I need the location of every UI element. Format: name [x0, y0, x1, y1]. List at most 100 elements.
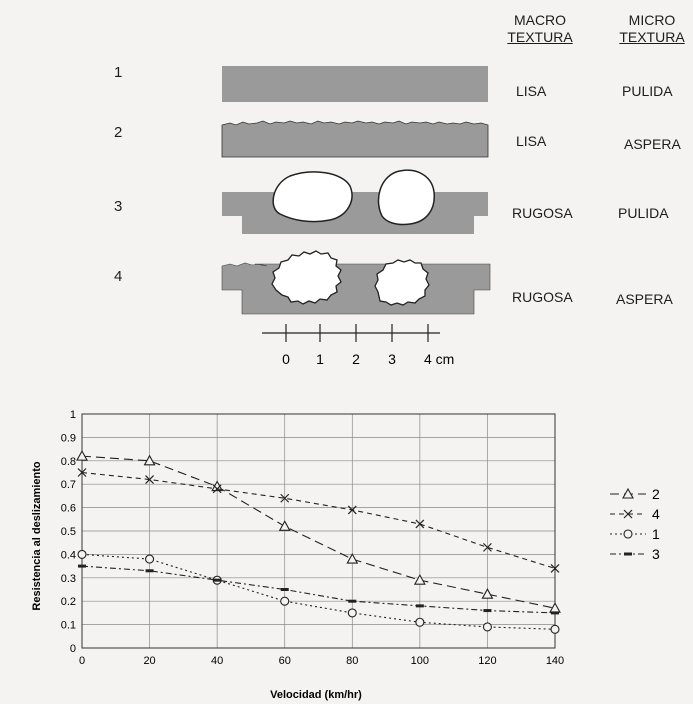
chart-series [76, 449, 561, 634]
series-2-point-6 [481, 588, 494, 599]
row-2-macro: LISA [516, 133, 547, 149]
y-tick-label-0: 0 [70, 643, 76, 655]
scale-label-2: 2 [352, 351, 360, 367]
series-4-point-7 [550, 564, 560, 573]
series-4-point-0 [77, 468, 87, 477]
plot-border [81, 413, 556, 649]
series-4 [77, 468, 560, 573]
y-tick-labels: 0 0.1 0.2 0.3 0.4 0.5 0.6 0.7 0.8 0.9 1 [61, 409, 76, 655]
scale-label-3: 3 [388, 351, 396, 367]
scale-label-4cm: 4 cm [424, 351, 454, 367]
series-3-point-0 [78, 564, 86, 568]
y-tick-label-10: 1 [70, 409, 76, 421]
series-3-point-5 [415, 604, 424, 608]
scale-label-0: 0 [282, 351, 290, 367]
x-tick-label-0: 0 [79, 655, 85, 667]
y-axis-label: Resistencia al deslizamiento [31, 461, 43, 610]
y-tick-label-2: 0.2 [61, 596, 76, 608]
legend-label-1: 1 [652, 526, 660, 542]
series-4-point-5 [415, 519, 425, 529]
x-tick-label-1: 20 [143, 655, 155, 667]
row-number-1: 1 [114, 64, 123, 81]
series-3 [78, 564, 559, 615]
texture-4-aggregate-right [374, 259, 430, 306]
micro-header-line2: TEXTURA [619, 29, 685, 45]
legend-item-2: 2 [610, 486, 660, 502]
series-2-point-5 [413, 574, 426, 585]
series-1-point-3 [280, 596, 290, 606]
x-tick-label-4: 80 [346, 655, 358, 667]
legend-label-2: 2 [652, 486, 660, 502]
legend-marker-1 [623, 529, 633, 539]
legend-item-3: 3 [610, 546, 660, 562]
series-1-line [81, 553, 556, 630]
series-1-point-4 [347, 608, 357, 618]
series-1-point-0 [77, 549, 87, 559]
legend-label-4: 4 [652, 506, 660, 522]
series-4-point-6 [483, 542, 492, 552]
legend-marker-4 [623, 509, 633, 519]
scale-label-1: 1 [316, 351, 324, 367]
series-1-point-5 [415, 617, 425, 627]
y-tick-label-8: 0.8 [61, 456, 76, 468]
x-tick-label-6: 120 [478, 655, 496, 667]
legend-marker-2 [622, 487, 634, 499]
series-4-point-4 [347, 505, 357, 515]
row-number-4: 4 [114, 268, 123, 285]
texture-3-aggregate-right [377, 169, 435, 226]
series-1-point-1 [145, 554, 155, 564]
chart-grid [81, 413, 556, 649]
micro-header-line1: MICRO [628, 12, 676, 28]
y-tick-label-3: 0.3 [61, 573, 76, 585]
series-3-point-3 [280, 588, 289, 591]
micro-texture-header: MICRO TEXTURA [612, 12, 692, 46]
series-4-point-3 [280, 493, 290, 503]
row-1-macro: LISA [516, 83, 547, 99]
texture-1-smooth-surface [222, 66, 488, 102]
legend-item-1: 1 [610, 526, 660, 542]
macro-header-line2: TEXTURA [507, 29, 573, 45]
y-tick-label-9: 0.9 [61, 432, 76, 444]
x-tick-label-3: 60 [279, 655, 291, 667]
legend-marker-3 [624, 552, 632, 556]
y-tick-label-1: 0.1 [61, 620, 76, 632]
scale-bar: 0 1 2 3 4 cm [262, 324, 454, 367]
row-3-micro: PULIDA [618, 205, 669, 221]
y-tick-label-4: 0.4 [61, 549, 76, 561]
series-2-line [81, 455, 556, 609]
row-4-micro: ASPERA [616, 291, 673, 307]
series-3-point-2 [213, 578, 222, 582]
row-number-3: 3 [114, 198, 123, 215]
macro-header-line1: MACRO [513, 12, 567, 28]
y-tick-label-5: 0.5 [61, 526, 76, 538]
y-tick-label-7: 0.7 [61, 479, 76, 491]
series-3-point-7 [551, 611, 559, 615]
texture-3-aggregate-left [272, 171, 353, 223]
row-number-2: 2 [114, 124, 123, 141]
series-3-point-4 [348, 599, 357, 603]
row-1-micro: PULIDA [622, 83, 673, 99]
x-tick-labels: 0 20 40 60 80 100 120 140 [79, 655, 564, 667]
series-2-point-0 [76, 449, 88, 461]
legend-label-3: 3 [652, 546, 660, 562]
series-3-point-1 [145, 569, 154, 573]
row-2-micro: ASPERA [624, 136, 681, 152]
series-4-point-1 [145, 475, 154, 484]
series-1-point-7 [550, 624, 560, 634]
series-2-point-3 [278, 520, 291, 531]
series-4-point-2 [212, 484, 222, 494]
x-axis-label: Velocidad (km/hr) [270, 689, 362, 701]
series-2-point-4 [346, 552, 359, 564]
series-1-point-6 [482, 622, 492, 632]
row-3-macro: RUGOSA [512, 205, 573, 221]
x-tick-label-7: 140 [546, 655, 564, 667]
chart-legend: 2 4 1 3 [610, 486, 660, 562]
texture-4-aggregate-left [271, 250, 342, 305]
series-3-line [81, 565, 556, 614]
chart-frame [81, 413, 556, 649]
series-2-point-1 [143, 454, 156, 466]
series-3-point-6 [483, 609, 492, 613]
